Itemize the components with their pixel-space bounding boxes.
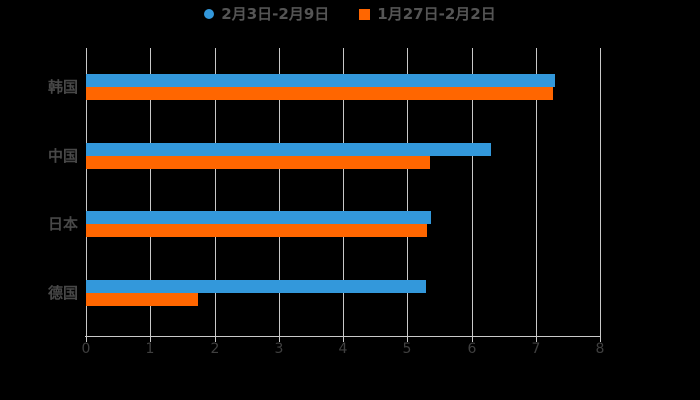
x-tick-label-8: 8 bbox=[595, 341, 605, 357]
x-tick-label-2: 2 bbox=[210, 341, 220, 357]
legend-item-jan27-feb2[interactable]: 1月27日-2月2日 bbox=[359, 4, 496, 23]
bar-japan-jan27-feb2[interactable] bbox=[86, 224, 427, 238]
x-tick-label-5: 5 bbox=[402, 341, 412, 357]
x-tick-label-4: 4 bbox=[338, 341, 348, 357]
bar-germany-jan27-feb2[interactable] bbox=[86, 293, 198, 307]
circle-marker-icon bbox=[204, 9, 215, 19]
square-marker-icon bbox=[359, 8, 371, 20]
x-tick-label-3: 3 bbox=[274, 341, 284, 357]
bar-korea-feb3-feb9[interactable] bbox=[86, 74, 555, 87]
x-axis-tick-7 bbox=[536, 337, 537, 342]
category-label-korea: 韩国 bbox=[47, 78, 78, 96]
legend-label-feb3-feb9: 2月3日-2月9日 bbox=[221, 4, 330, 23]
category-label-germany: 德国 bbox=[47, 284, 78, 303]
x-axis-tick-4 bbox=[343, 337, 344, 342]
category-label-china: 中国 bbox=[47, 146, 78, 165]
x-tick-label-1: 1 bbox=[145, 341, 155, 357]
gridline-6 bbox=[472, 48, 473, 336]
bar-korea-jan27-feb2[interactable] bbox=[86, 87, 553, 100]
gridline-4 bbox=[343, 48, 344, 336]
x-axis-tick-1 bbox=[150, 337, 151, 342]
x-tick-label-7: 7 bbox=[531, 341, 541, 357]
gridline-1 bbox=[150, 48, 151, 336]
x-axis-tick-3 bbox=[279, 337, 280, 342]
bar-germany-feb3-feb9[interactable] bbox=[86, 280, 426, 294]
legend-item-feb3-feb9[interactable]: 2月3日-2月9日 bbox=[204, 4, 330, 23]
legend: 2月3日-2月9日 1月27日-2月2日 bbox=[0, 0, 700, 28]
x-axis-tick-0 bbox=[86, 337, 87, 342]
x-axis-tick-2 bbox=[215, 337, 216, 342]
gridline-5 bbox=[407, 48, 408, 336]
x-axis-tick-6 bbox=[472, 337, 473, 342]
bar-china-jan27-feb2[interactable] bbox=[86, 155, 431, 169]
category-label-japan: 日本 bbox=[47, 215, 78, 234]
gridline-2 bbox=[215, 48, 216, 336]
x-axis-tick-8 bbox=[600, 337, 601, 342]
bar-china-feb3-feb9[interactable] bbox=[86, 142, 491, 156]
gridline-8 bbox=[600, 48, 601, 336]
legend-label-jan27-feb2: 1月27日-2月2日 bbox=[377, 4, 496, 23]
gridline-3 bbox=[279, 48, 280, 336]
x-axis-tick-5 bbox=[407, 337, 408, 342]
x-tick-label-6: 6 bbox=[467, 341, 477, 357]
bar-japan-feb3-feb9[interactable] bbox=[86, 211, 431, 225]
x-axis-line bbox=[85, 336, 601, 337]
gridline-0 bbox=[86, 48, 87, 336]
x-tick-label-0: 0 bbox=[81, 341, 91, 357]
gridline-7 bbox=[536, 48, 537, 336]
